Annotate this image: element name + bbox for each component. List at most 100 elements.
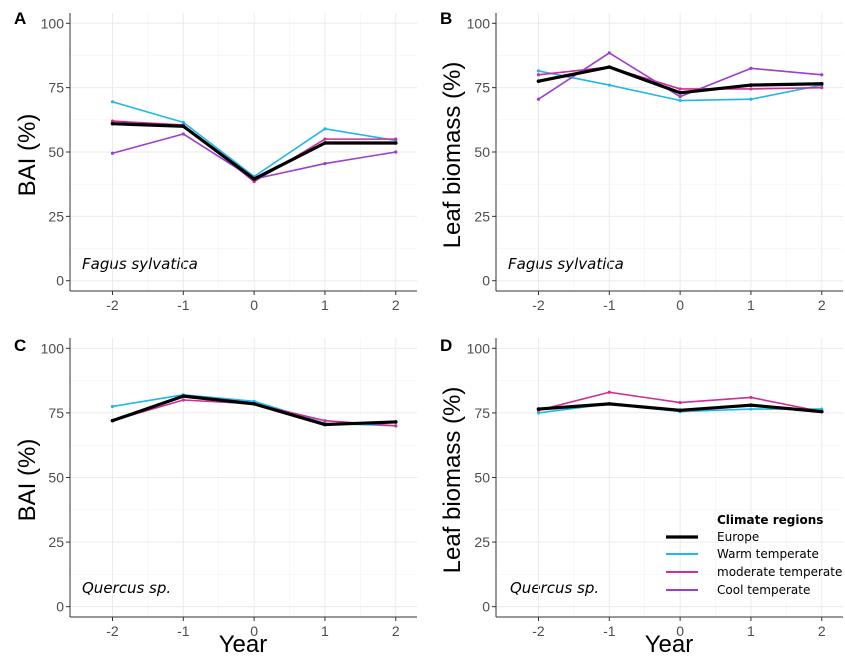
x-tick-label: 0 bbox=[250, 297, 258, 313]
panel-c-series-europe-point bbox=[110, 418, 115, 423]
panel-d-series-warm-temperate-point bbox=[749, 407, 753, 411]
y-tick-label: 50 bbox=[474, 470, 490, 486]
x-tick-label: 2 bbox=[818, 297, 826, 313]
panel-d-series-europe-point bbox=[749, 403, 753, 407]
x-tick-label: -2 bbox=[532, 297, 545, 313]
panel-b-series-cool-temperate-point bbox=[536, 97, 541, 101]
panel-c-series-moderate-temperate-point bbox=[181, 398, 185, 402]
panel-b-series-europe-point bbox=[607, 65, 612, 69]
panel-a-series-warm-temperate-point bbox=[181, 120, 185, 124]
x-tick-label: -1 bbox=[603, 297, 616, 313]
panel-b: B Leaf biomass (%) Fagus sylvatica 0 25 50… bbox=[439, 9, 843, 313]
x-tick-label: -2 bbox=[106, 297, 119, 313]
y-tick-label: 100 bbox=[467, 15, 491, 31]
panel-b-series-europe-point bbox=[749, 83, 753, 87]
panel-d-series-moderate-temperate-point bbox=[678, 400, 682, 405]
x-tick-label: 2 bbox=[392, 297, 400, 313]
panel-d-series-europe-point bbox=[607, 402, 612, 406]
panel-c-series-europe-point bbox=[181, 394, 186, 398]
y-tick-label: 25 bbox=[474, 208, 490, 224]
panel-a-series-cool-temperate-point bbox=[181, 132, 185, 136]
panel-a-series-cool-temperate-point bbox=[394, 150, 398, 154]
panel-d-series-warm-temperate-point bbox=[820, 407, 824, 411]
panel-a-series-europe-point bbox=[110, 121, 115, 126]
panel-c-series-moderate-temperate-point bbox=[394, 424, 398, 428]
legend-label-cool-temperate: Cool temperate bbox=[717, 583, 810, 597]
y-tick-label: 75 bbox=[474, 405, 490, 421]
panel-a-series-moderate-temperate-point bbox=[323, 137, 327, 141]
panel-d-xlabel: Year bbox=[645, 631, 694, 657]
panel-d-series-warm-temperate-point bbox=[536, 411, 541, 415]
y-tick-label: 100 bbox=[467, 340, 491, 356]
panel-a-series-europe-point bbox=[181, 124, 186, 129]
panel-d-series-moderate-temperate-point bbox=[749, 395, 753, 400]
x-tick-label: 1 bbox=[747, 297, 755, 313]
legend-label-warm-temperate: Warm temperate bbox=[717, 547, 819, 561]
y-tick-label: 0 bbox=[482, 599, 490, 615]
panel-a-series-europe-point bbox=[323, 141, 327, 145]
panel-d-series-europe-point bbox=[678, 408, 682, 413]
y-tick-label: 25 bbox=[48, 208, 64, 224]
panel-a-series-cool-temperate-point bbox=[110, 151, 115, 155]
panel-b-series-europe-point bbox=[536, 79, 541, 84]
x-tick-label: 1 bbox=[321, 623, 329, 639]
x-tick-label: 0 bbox=[250, 623, 258, 639]
panel-a: A BAI (%) Fagus sylvatica 0 25 50 75 100 -2 -1… bbox=[14, 9, 417, 313]
y-tick-label: 75 bbox=[48, 80, 64, 96]
x-tick-label: 0 bbox=[676, 623, 684, 639]
panel-d-series-moderate-temperate-point bbox=[607, 390, 611, 394]
panel-b-species-label: Fagus sylvatica bbox=[508, 255, 624, 273]
x-tick-label: -1 bbox=[603, 623, 616, 639]
y-tick-label: 0 bbox=[56, 599, 64, 615]
panel-a-species-label: Fagus sylvatica bbox=[82, 255, 198, 273]
panel-b-letter: B bbox=[440, 9, 452, 28]
panel-b-ylabel: Leaf biomass (%) bbox=[439, 62, 466, 249]
y-tick-label: 50 bbox=[48, 144, 64, 160]
legend-label-moderate-temperate: moderate temperate bbox=[717, 565, 842, 579]
panel-a-series-cool-temperate-point bbox=[323, 161, 327, 166]
panel-b-series-warm-temperate-point bbox=[749, 97, 753, 101]
y-tick-label: 0 bbox=[56, 273, 64, 289]
panel-a-series-europe-point bbox=[252, 177, 256, 181]
legend-label-europe: Europe bbox=[717, 530, 759, 544]
panel-c-series-moderate-temperate-point bbox=[323, 419, 327, 423]
panel-a-series-warm-temperate-point bbox=[323, 127, 327, 131]
x-tick-label: -1 bbox=[177, 297, 190, 313]
panel-b-series-cool-temperate-point bbox=[820, 73, 824, 77]
panel-b-series-cool-temperate-point bbox=[678, 95, 682, 99]
y-tick-label: 75 bbox=[48, 405, 64, 421]
y-tick-label: 75 bbox=[474, 80, 490, 96]
panel-a-ylabel: BAI (%) bbox=[14, 114, 41, 197]
panel-a-series-moderate-temperate-point bbox=[394, 137, 398, 141]
x-tick-label: 1 bbox=[321, 297, 329, 313]
panel-a-series-moderate-temperate-point bbox=[252, 180, 256, 184]
legend-title: Climate regions bbox=[717, 513, 823, 527]
panel-b-series-warm-temperate-point bbox=[678, 98, 682, 103]
x-tick-label: 2 bbox=[818, 623, 826, 639]
panel-b-series-warm-temperate-point bbox=[536, 69, 541, 73]
panel-b-series-moderate-temperate-point bbox=[749, 87, 753, 91]
panel-d-letter: D bbox=[440, 336, 452, 355]
legend-entry-warm-temperate: Warm temperate bbox=[666, 547, 819, 561]
panel-b-series-moderate-temperate-point bbox=[820, 86, 824, 90]
panel-c-letter: C bbox=[14, 336, 26, 355]
panel-c-species-label: Quercus sp. bbox=[82, 579, 171, 597]
x-tick-label: -2 bbox=[106, 623, 119, 639]
panel-d-series-europe-point bbox=[819, 409, 824, 414]
panel-c-series-europe-point bbox=[323, 422, 327, 427]
panel-c: C BAI (%) Quercus sp. Year 0 25 50 75 100 -2 -… bbox=[14, 336, 417, 657]
x-tick-label: 2 bbox=[392, 623, 400, 639]
panel-b-series-moderate-temperate-point bbox=[678, 87, 682, 91]
legend-entry-europe: Europe bbox=[666, 530, 759, 544]
x-tick-label: -1 bbox=[177, 623, 190, 639]
panel-b-series-europe-point bbox=[678, 90, 682, 95]
y-tick-label: 25 bbox=[48, 534, 64, 550]
panel-c-ylabel: BAI (%) bbox=[14, 439, 41, 522]
panel-a-letter: A bbox=[14, 9, 26, 28]
y-tick-label: 25 bbox=[474, 534, 490, 550]
legend: Climate regions Europe Warm temperate mo… bbox=[666, 513, 842, 597]
panel-b-series-moderate-temperate-point bbox=[536, 73, 541, 77]
panel-d: D Leaf biomass (%) Quercus sp. Year 0 25 5… bbox=[439, 336, 843, 657]
panel-d-ylabel: Leaf biomass (%) bbox=[439, 387, 466, 574]
